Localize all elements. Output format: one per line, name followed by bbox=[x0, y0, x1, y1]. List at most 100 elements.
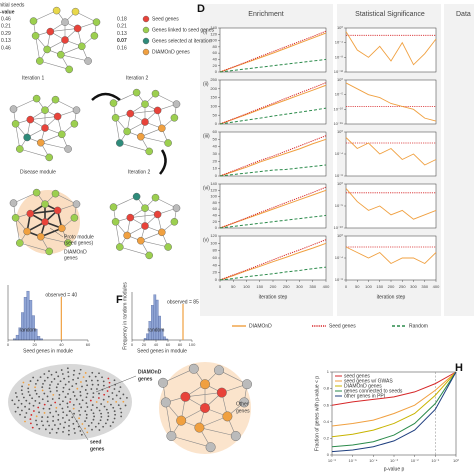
ppi-node bbox=[125, 396, 128, 399]
network-node bbox=[153, 106, 162, 115]
network-node bbox=[242, 379, 252, 390]
y-tick-label: 10⁻⁸ bbox=[335, 277, 344, 282]
network-node bbox=[151, 89, 160, 98]
ppi-node bbox=[27, 383, 30, 386]
ppi-node bbox=[24, 405, 26, 408]
network-node bbox=[41, 218, 49, 226]
network-node bbox=[9, 199, 18, 207]
network-node bbox=[239, 397, 250, 408]
y-tick-label: 0 bbox=[215, 225, 218, 230]
y-tick-label: 10⁻¹⁰ bbox=[334, 225, 344, 230]
network-node bbox=[126, 213, 135, 222]
ppi-node bbox=[78, 372, 81, 375]
column-header: Enrichment bbox=[248, 11, 283, 18]
network-node bbox=[164, 139, 172, 147]
ppi-node bbox=[67, 375, 70, 378]
ppi-node bbox=[106, 401, 109, 403]
ppi-node bbox=[21, 409, 23, 412]
x-tick-label: 0 bbox=[131, 342, 134, 347]
legend-swatch bbox=[142, 15, 150, 23]
y-tick-label: 120 bbox=[210, 31, 217, 36]
network-edge bbox=[75, 11, 97, 23]
ppi-node bbox=[106, 418, 109, 421]
ppi-node bbox=[63, 426, 65, 429]
network-node bbox=[176, 415, 187, 426]
network-node bbox=[205, 442, 216, 453]
network-node bbox=[45, 247, 53, 256]
legend-swatch bbox=[142, 26, 150, 34]
network-edge bbox=[39, 60, 70, 70]
ppi-node bbox=[68, 429, 70, 432]
data-column bbox=[444, 4, 474, 316]
ppi-node bbox=[41, 389, 44, 392]
ppi-node bbox=[102, 425, 105, 428]
network-node bbox=[64, 239, 72, 247]
ppi-node bbox=[108, 381, 111, 384]
ppi-node bbox=[29, 422, 32, 425]
ppi-node bbox=[90, 421, 93, 424]
ppi-node bbox=[25, 399, 28, 402]
network-node bbox=[53, 206, 62, 215]
network-node bbox=[46, 27, 55, 36]
network-edge bbox=[155, 93, 177, 105]
y-tick-label: 200 bbox=[210, 86, 217, 91]
network-node bbox=[230, 431, 241, 441]
ppi-node bbox=[112, 421, 114, 424]
network-node bbox=[170, 114, 179, 122]
network-edge bbox=[60, 54, 89, 62]
ppi-node bbox=[34, 382, 37, 385]
network-edge bbox=[155, 197, 177, 209]
ppi-node bbox=[68, 419, 71, 422]
ppi-node bbox=[102, 380, 105, 383]
network-node bbox=[11, 120, 20, 128]
network-node bbox=[216, 387, 227, 398]
ppi-node bbox=[49, 384, 51, 386]
ppi-node bbox=[49, 432, 51, 434]
ppi-node bbox=[48, 424, 51, 427]
ppi-node bbox=[30, 414, 33, 416]
network-edge bbox=[171, 435, 211, 448]
caption: Iteration 2 bbox=[128, 169, 150, 175]
network-node bbox=[72, 200, 81, 208]
ppi-node bbox=[46, 395, 49, 398]
ppi-node bbox=[97, 397, 100, 399]
ppi-node bbox=[43, 412, 46, 414]
ppi-node bbox=[33, 410, 35, 412]
p-value: 0.46 bbox=[1, 46, 11, 52]
network-node bbox=[109, 203, 118, 211]
ppi-node bbox=[111, 392, 114, 394]
ppi-node bbox=[69, 401, 71, 403]
ppi-node bbox=[79, 391, 82, 393]
network-node bbox=[58, 130, 66, 139]
column-header: Statistical Significance bbox=[355, 11, 425, 18]
legend-label: Genes selected at iteration bbox=[152, 38, 212, 44]
x-tick-label: 400 bbox=[433, 284, 440, 289]
network-edge bbox=[185, 392, 222, 398]
ppi-node bbox=[17, 399, 20, 402]
axis-label: iteration step bbox=[259, 294, 288, 300]
histogram-bar bbox=[155, 299, 159, 341]
ppi-node bbox=[68, 425, 70, 427]
ppi-node bbox=[103, 393, 106, 396]
ppi-node bbox=[64, 383, 67, 386]
network-node bbox=[72, 106, 81, 114]
ppi-node bbox=[59, 403, 61, 406]
caption: Iteration 2 bbox=[126, 75, 148, 81]
ppi-node bbox=[124, 404, 127, 407]
ppi-node bbox=[104, 422, 107, 425]
y-tick-label: 0 bbox=[215, 277, 218, 282]
y-tick-label: 1 bbox=[327, 369, 330, 374]
ppi-node bbox=[98, 429, 101, 431]
ppi-node bbox=[48, 407, 51, 410]
enrichment-line bbox=[219, 107, 327, 125]
network-node bbox=[116, 243, 124, 251]
ppi-node bbox=[71, 416, 74, 419]
ppi-node bbox=[57, 414, 60, 416]
ppi-node bbox=[27, 390, 30, 393]
ppi-node bbox=[35, 392, 38, 395]
network-node bbox=[111, 114, 120, 122]
histogram-bar bbox=[37, 336, 41, 341]
x-tick-label: 10⁻⁶ bbox=[328, 458, 337, 463]
ppi-node bbox=[48, 370, 50, 373]
network-node bbox=[222, 411, 233, 422]
